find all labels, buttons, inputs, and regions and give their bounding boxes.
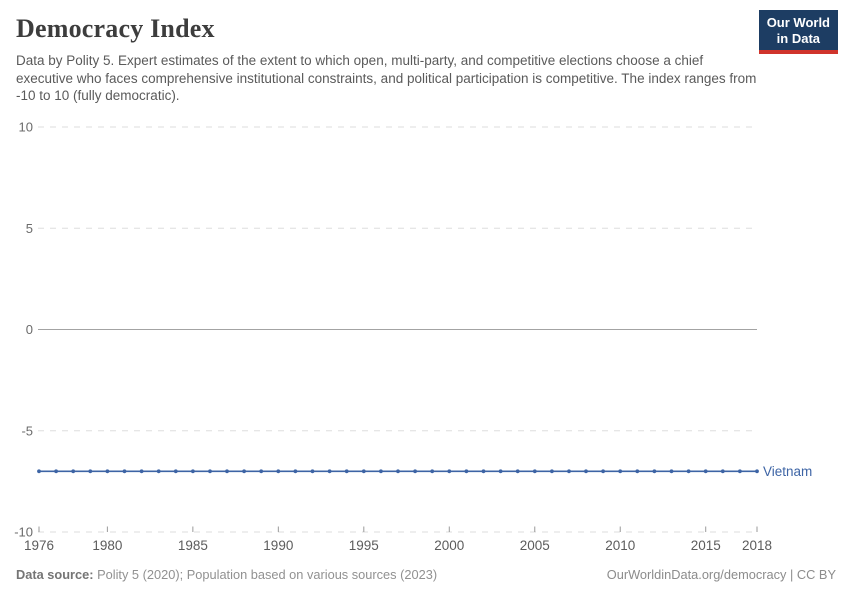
chart-subtitle: Data by Polity 5. Expert estimates of th…: [16, 53, 757, 103]
data-point[interactable]: [738, 469, 742, 474]
x-axis-tick-label: 1995: [349, 538, 379, 553]
x-axis-tick-label: 2015: [691, 538, 721, 553]
data-point[interactable]: [635, 469, 640, 474]
data-point[interactable]: [652, 469, 657, 474]
y-axis-tick-label: 0: [26, 322, 33, 337]
data-point[interactable]: [669, 469, 674, 474]
x-axis-tick-label: 2000: [434, 538, 464, 553]
data-point[interactable]: [139, 469, 144, 474]
data-point[interactable]: [173, 469, 178, 474]
y-axis-tick-label: -10: [14, 525, 33, 540]
x-axis-tick-label: 1990: [263, 538, 293, 553]
data-point[interactable]: [259, 469, 264, 474]
data-point[interactable]: [396, 469, 400, 474]
data-point[interactable]: [37, 469, 41, 474]
license-link[interactable]: OurWorldinData.org/democracy | CC BY: [606, 567, 836, 582]
data-point[interactable]: [550, 469, 554, 474]
data-point[interactable]: [755, 469, 759, 474]
x-axis-tick-label: 1976: [24, 538, 54, 553]
y-axis-tick-label: -5: [21, 423, 33, 438]
data-point[interactable]: [447, 469, 452, 474]
data-point[interactable]: [515, 469, 520, 474]
data-point[interactable]: [413, 469, 417, 474]
entity-label-vietnam[interactable]: Vietnam: [763, 464, 812, 479]
data-point[interactable]: [242, 469, 247, 474]
y-axis-tick-label: 5: [26, 221, 33, 236]
chart-footer: Data source: Polity 5 (2020); Population…: [16, 567, 836, 582]
data-point[interactable]: [720, 469, 725, 474]
data-point[interactable]: [208, 469, 212, 474]
owid-logo-line2: in Data: [776, 30, 821, 46]
data-point[interactable]: [310, 469, 315, 474]
data-point[interactable]: [191, 469, 195, 474]
data-point[interactable]: [276, 469, 281, 474]
x-axis-tick-label: 1980: [92, 538, 122, 553]
owid-logo-line1: Our World: [766, 15, 830, 30]
data-point[interactable]: [532, 469, 537, 474]
page-title: Democracy Index: [16, 14, 215, 43]
data-point[interactable]: [379, 469, 383, 474]
data-point[interactable]: [327, 469, 332, 474]
data-point[interactable]: [122, 469, 127, 474]
y-axis-tick-label: 10: [19, 120, 33, 135]
data-point[interactable]: [464, 469, 469, 474]
data-point[interactable]: [293, 469, 298, 474]
data-point[interactable]: [618, 469, 623, 474]
x-axis-tick-label: 2010: [605, 538, 635, 553]
data-point[interactable]: [105, 469, 110, 474]
x-axis-tick-label: 2018: [742, 538, 772, 553]
x-axis-tick-label: 2005: [520, 538, 550, 553]
data-point[interactable]: [686, 469, 691, 474]
data-point[interactable]: [481, 469, 486, 474]
data-point[interactable]: [225, 469, 229, 474]
x-axis-tick-label: 1985: [178, 538, 208, 553]
data-point[interactable]: [156, 469, 161, 474]
data-point[interactable]: [584, 469, 588, 474]
data-source-text: Polity 5 (2020); Population based on var…: [93, 567, 438, 582]
data-source-note: Data source: Polity 5 (2020); Population…: [16, 567, 437, 582]
data-point[interactable]: [71, 469, 76, 474]
data-point[interactable]: [601, 469, 605, 474]
data-source-label: Data source:: [16, 567, 94, 582]
data-point[interactable]: [88, 469, 93, 474]
owid-logo[interactable]: Our World in Data: [758, 10, 838, 54]
data-point[interactable]: [567, 469, 571, 474]
data-point[interactable]: [498, 469, 503, 474]
data-point[interactable]: [361, 469, 366, 474]
data-point[interactable]: [344, 469, 349, 474]
data-point[interactable]: [54, 469, 58, 474]
data-point[interactable]: [703, 469, 708, 474]
data-point[interactable]: [430, 469, 435, 474]
